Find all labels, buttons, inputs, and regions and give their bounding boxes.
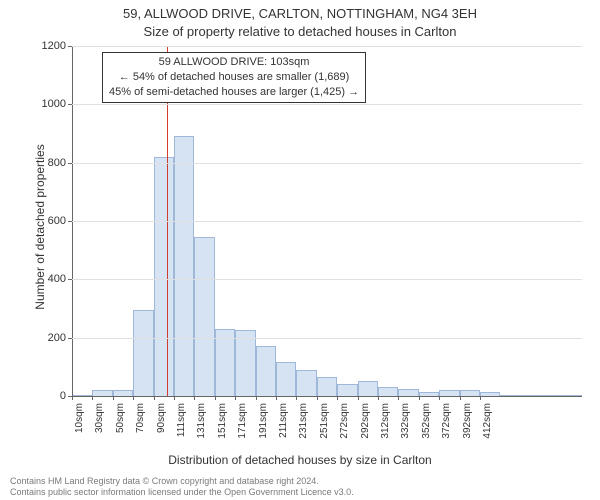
- annotation-line2: ← 54% of detached houses are smaller (1,…: [109, 70, 359, 85]
- x-tick-mark: [174, 396, 175, 400]
- histogram-bar: [358, 381, 378, 396]
- y-tick-mark: [68, 221, 72, 222]
- x-tick-mark: [358, 396, 359, 400]
- attribution-text: Contains HM Land Registry data © Crown c…: [10, 476, 354, 499]
- y-tick-label: 600: [6, 215, 66, 227]
- histogram-bar: [337, 384, 357, 396]
- x-tick-label: 272sqm: [339, 403, 350, 453]
- histogram-bar: [194, 237, 214, 396]
- x-tick-mark: [378, 396, 379, 400]
- x-tick-mark: [215, 396, 216, 400]
- gridline-h: [72, 163, 582, 164]
- y-tick-mark: [68, 163, 72, 164]
- y-tick-label: 1200: [6, 40, 66, 52]
- attribution-line2: Contains public sector information licen…: [10, 487, 354, 498]
- x-tick-label: 412sqm: [482, 403, 493, 453]
- x-tick-label: 292sqm: [360, 403, 371, 453]
- x-tick-label: 30sqm: [94, 403, 105, 453]
- x-tick-mark: [296, 396, 297, 400]
- histogram-bar: [235, 330, 255, 396]
- histogram-bar: [154, 157, 174, 396]
- gridline-h: [72, 279, 582, 280]
- histogram-bar: [378, 387, 398, 396]
- x-tick-label: 352sqm: [421, 403, 432, 453]
- x-tick-mark: [460, 396, 461, 400]
- x-tick-label: 90sqm: [156, 403, 167, 453]
- y-tick-mark: [68, 104, 72, 105]
- y-tick-label: 1000: [6, 98, 66, 110]
- x-tick-mark: [419, 396, 420, 400]
- x-tick-mark: [276, 396, 277, 400]
- y-tick-mark: [68, 338, 72, 339]
- x-tick-mark: [480, 396, 481, 400]
- histogram-bar: [276, 362, 296, 396]
- x-axis-label: Distribution of detached houses by size …: [0, 453, 600, 467]
- histogram-bar: [256, 346, 276, 396]
- x-tick-label: 171sqm: [237, 403, 248, 453]
- x-axis-line: [72, 396, 582, 397]
- x-tick-mark: [72, 396, 73, 400]
- x-tick-label: 231sqm: [298, 403, 309, 453]
- x-tick-mark: [398, 396, 399, 400]
- x-tick-label: 111sqm: [176, 403, 187, 453]
- y-tick-label: 200: [6, 332, 66, 344]
- histogram-bar: [174, 136, 194, 396]
- x-tick-label: 10sqm: [74, 403, 85, 453]
- histogram-bar: [296, 370, 316, 396]
- x-tick-mark: [194, 396, 195, 400]
- histogram-bar: [398, 389, 418, 396]
- x-tick-label: 251sqm: [319, 403, 330, 453]
- x-tick-label: 131sqm: [196, 403, 207, 453]
- x-tick-label: 191sqm: [258, 403, 269, 453]
- chart-subtitle: Size of property relative to detached ho…: [0, 24, 600, 39]
- histogram-bar: [317, 377, 337, 396]
- y-tick-label: 800: [6, 157, 66, 169]
- x-tick-label: 372sqm: [441, 403, 452, 453]
- x-tick-mark: [133, 396, 134, 400]
- annotation-box: 59 ALLWOOD DRIVE: 103sqm ← 54% of detach…: [102, 52, 366, 103]
- attribution-line1: Contains HM Land Registry data © Crown c…: [10, 476, 354, 487]
- x-tick-mark: [439, 396, 440, 400]
- gridline-h: [72, 46, 582, 47]
- x-tick-mark: [256, 396, 257, 400]
- x-tick-mark: [92, 396, 93, 400]
- gridline-h: [72, 338, 582, 339]
- x-tick-mark: [317, 396, 318, 400]
- histogram-bar: [215, 329, 235, 396]
- x-tick-label: 70sqm: [135, 403, 146, 453]
- x-tick-mark: [154, 396, 155, 400]
- annotation-line3: 45% of semi-detached houses are larger (…: [109, 85, 359, 100]
- x-tick-label: 332sqm: [400, 403, 411, 453]
- x-tick-mark: [113, 396, 114, 400]
- x-tick-mark: [337, 396, 338, 400]
- y-tick-label: 0: [6, 390, 66, 402]
- y-tick-mark: [68, 46, 72, 47]
- histogram-bar: [133, 310, 153, 396]
- x-tick-label: 151sqm: [217, 403, 228, 453]
- chart-title-line1: 59, ALLWOOD DRIVE, CARLTON, NOTTINGHAM, …: [0, 6, 600, 21]
- y-tick-label: 400: [6, 273, 66, 285]
- annotation-line1: 59 ALLWOOD DRIVE: 103sqm: [109, 55, 359, 70]
- x-tick-label: 211sqm: [278, 403, 289, 453]
- x-tick-label: 312sqm: [380, 403, 391, 453]
- gridline-h: [72, 221, 582, 222]
- gridline-h: [72, 104, 582, 105]
- x-tick-label: 50sqm: [115, 403, 126, 453]
- x-tick-label: 392sqm: [462, 403, 473, 453]
- y-tick-mark: [68, 279, 72, 280]
- x-tick-mark: [235, 396, 236, 400]
